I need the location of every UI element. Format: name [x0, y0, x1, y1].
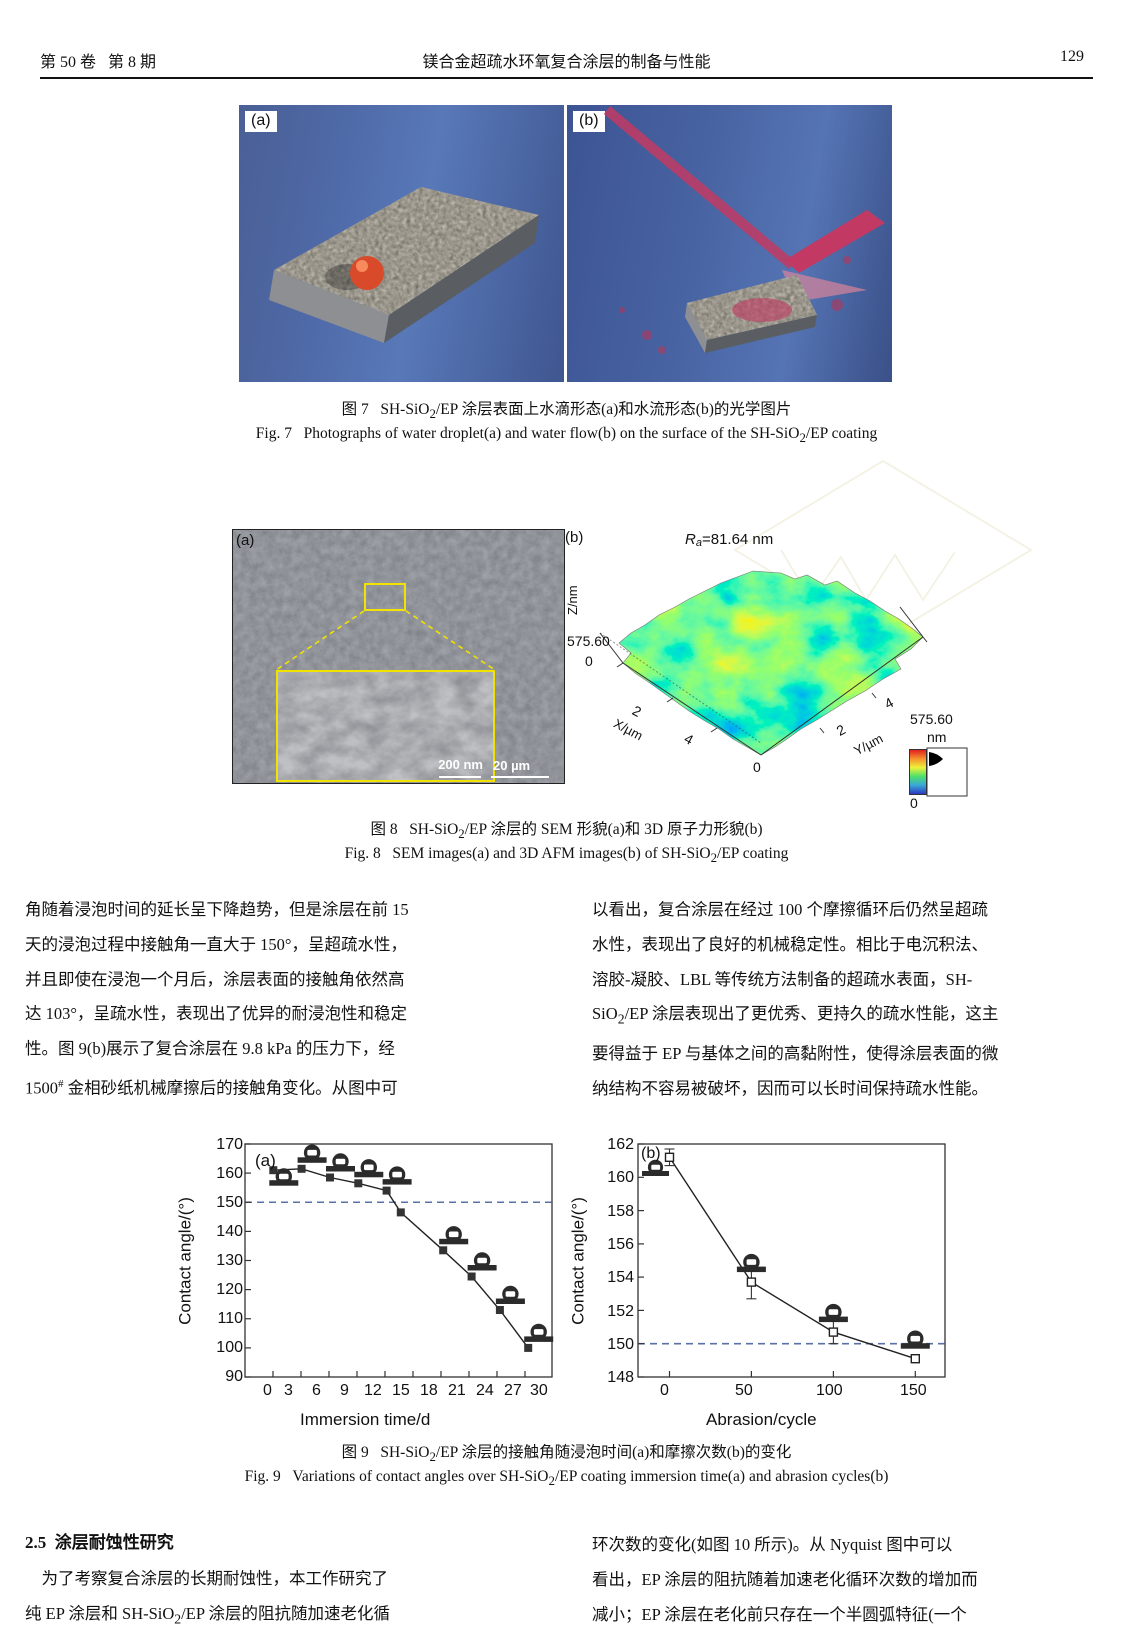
svg-text:(a): (a) — [255, 1151, 276, 1170]
